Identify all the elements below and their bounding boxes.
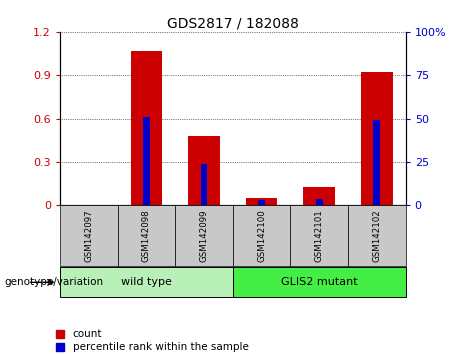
Text: GSM142097: GSM142097: [84, 209, 93, 262]
Text: genotype/variation: genotype/variation: [5, 277, 104, 287]
Bar: [188, 136, 220, 205]
Text: wild type: wild type: [121, 277, 172, 287]
Bar: [303, 187, 335, 205]
Bar: [201, 164, 207, 205]
Text: GSM142098: GSM142098: [142, 209, 151, 262]
Title: GDS2817 / 182088: GDS2817 / 182088: [167, 17, 299, 31]
Text: GSM142101: GSM142101: [315, 209, 324, 262]
Bar: [361, 72, 393, 205]
Text: GSM142100: GSM142100: [257, 209, 266, 262]
Text: GLIS2 mutant: GLIS2 mutant: [281, 277, 358, 287]
Bar: [373, 120, 380, 205]
Bar: [143, 117, 150, 205]
Text: GSM142102: GSM142102: [372, 209, 381, 262]
Bar: [246, 198, 278, 205]
Bar: [316, 199, 323, 205]
Bar: [258, 200, 265, 205]
Legend: count, percentile rank within the sample: count, percentile rank within the sample: [56, 329, 248, 352]
Text: GSM142099: GSM142099: [200, 209, 208, 262]
Bar: [130, 51, 162, 205]
